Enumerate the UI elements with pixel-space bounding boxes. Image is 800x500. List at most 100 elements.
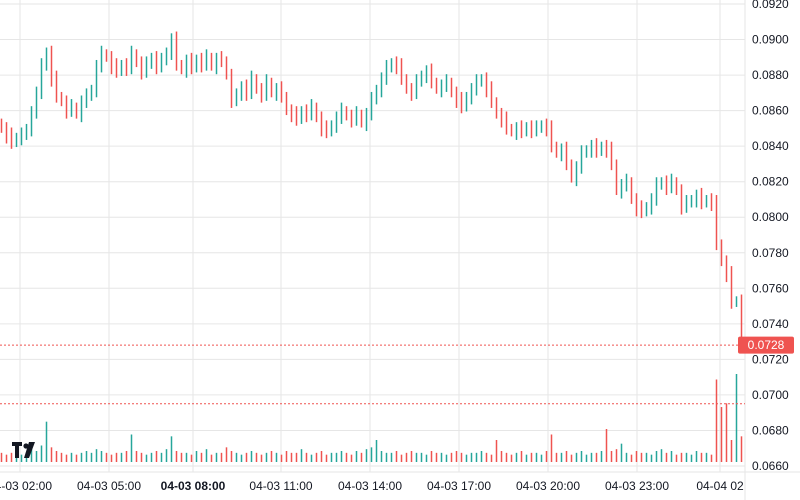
time-axis[interactable]: 04-03 02:00 04-03 05:00 04-03 08:00 04-03 1… [0, 479, 744, 493]
volume-bar [210, 454, 213, 462]
price-axis[interactable]: 0.0920 0.0900 0.0880 0.0860 0.0840 0.0820 0.08… [752, 0, 789, 473]
volume-bar [450, 452, 453, 462]
volume-bar [350, 454, 353, 462]
volume-bar [255, 452, 258, 462]
volume-bar [680, 452, 683, 462]
volume-bar [455, 451, 458, 462]
volume-bar [615, 449, 618, 462]
volume-bar [440, 452, 443, 462]
price-tick-label: 0.0680 [752, 423, 789, 437]
volume-bar [80, 452, 83, 462]
volume-bar [695, 451, 698, 462]
volume-bar [75, 454, 78, 462]
volume-bar [130, 434, 133, 462]
volume-bar [165, 449, 168, 462]
time-tick-label: 04-03 20:00 [516, 479, 580, 493]
price-tick-label: 0.0800 [752, 210, 789, 224]
time-tick-label: 04-03 08:00 [161, 479, 226, 493]
volume-bar [580, 451, 583, 462]
price-tick-label: 0.0700 [752, 388, 789, 402]
volume-bar [380, 451, 383, 462]
volume-bar [115, 452, 118, 462]
volume-bar [250, 451, 253, 462]
volume-bar [545, 451, 548, 462]
volume-bar [295, 452, 298, 462]
volume-bar [665, 452, 668, 462]
volume-bar [470, 452, 473, 462]
volume-bar [425, 454, 428, 462]
volume-bar [725, 403, 728, 462]
price-tick-label: 0.0900 [752, 33, 789, 47]
volume-bar [290, 452, 293, 462]
volume-bar [555, 452, 558, 462]
volume-bar [705, 452, 708, 462]
volume-bar [550, 434, 553, 462]
volume-bar [405, 452, 408, 462]
volume-bar [135, 451, 138, 462]
volume-bar [710, 454, 713, 462]
volume-bar [690, 454, 693, 462]
volume-bar [530, 452, 533, 462]
volume-bar [635, 451, 638, 462]
time-tick-label: 04-04 02 [696, 479, 744, 493]
volume-bar [190, 454, 193, 462]
volume-bar [670, 451, 673, 462]
volume-bar [245, 452, 248, 462]
price-tick-label: 0.0840 [752, 139, 789, 153]
volume-bar [655, 451, 658, 462]
volume-bar [510, 454, 513, 462]
price-tick-label: 0.0740 [752, 317, 789, 331]
volume-bar [260, 454, 263, 462]
volume-bar [240, 454, 243, 462]
volume-bar [150, 452, 153, 462]
volume-bar [435, 452, 438, 462]
volume-bar [325, 454, 328, 462]
volume-bar [235, 452, 238, 462]
volume-bar [625, 452, 628, 462]
volume-bar [160, 452, 163, 462]
volume-bar [395, 451, 398, 462]
volume-bar [20, 454, 23, 462]
volume-bar [460, 452, 463, 462]
last-price-label: 0.0728 [748, 338, 785, 352]
volume-bar [0, 452, 3, 462]
volume-bar [265, 452, 268, 462]
volume-bar [485, 452, 488, 462]
volume-bar [540, 454, 543, 462]
time-tick-label: 04-03 17:00 [427, 479, 491, 493]
volume-bar [505, 452, 508, 462]
volume-bar [145, 454, 148, 462]
volume-bar [230, 451, 233, 462]
volume-bar [480, 451, 483, 462]
volume-bar [110, 454, 113, 462]
volume-bar [185, 452, 188, 462]
last-price-badge: 0.0728 [738, 336, 794, 354]
volume-bar [280, 454, 283, 462]
volume-bar [215, 452, 218, 462]
volume-bar [70, 452, 73, 462]
volume-bar [225, 447, 228, 462]
volume-bar [270, 451, 273, 462]
volume-bar [500, 451, 503, 462]
volume-bar [585, 454, 588, 462]
volume-bar [605, 429, 608, 462]
volume-bar [475, 452, 478, 462]
volume-bar [30, 449, 33, 462]
volume-bar [35, 451, 38, 462]
price-tick-label: 0.0760 [752, 281, 789, 295]
volume-bar [495, 440, 498, 462]
volume-bar [650, 454, 653, 462]
volume-bar [465, 454, 468, 462]
volume-bar [300, 449, 303, 462]
volume-bar [205, 449, 208, 462]
volume-bar [620, 443, 623, 462]
price-tick-label: 0.0860 [752, 104, 789, 118]
volume-bar [610, 451, 613, 462]
volume-bar [375, 440, 378, 462]
volume-bar [155, 451, 158, 462]
volume-bar [45, 421, 48, 462]
tradingview-logo-icon[interactable] [12, 442, 35, 458]
volume-bar [320, 451, 323, 462]
volume-bar [55, 451, 58, 462]
